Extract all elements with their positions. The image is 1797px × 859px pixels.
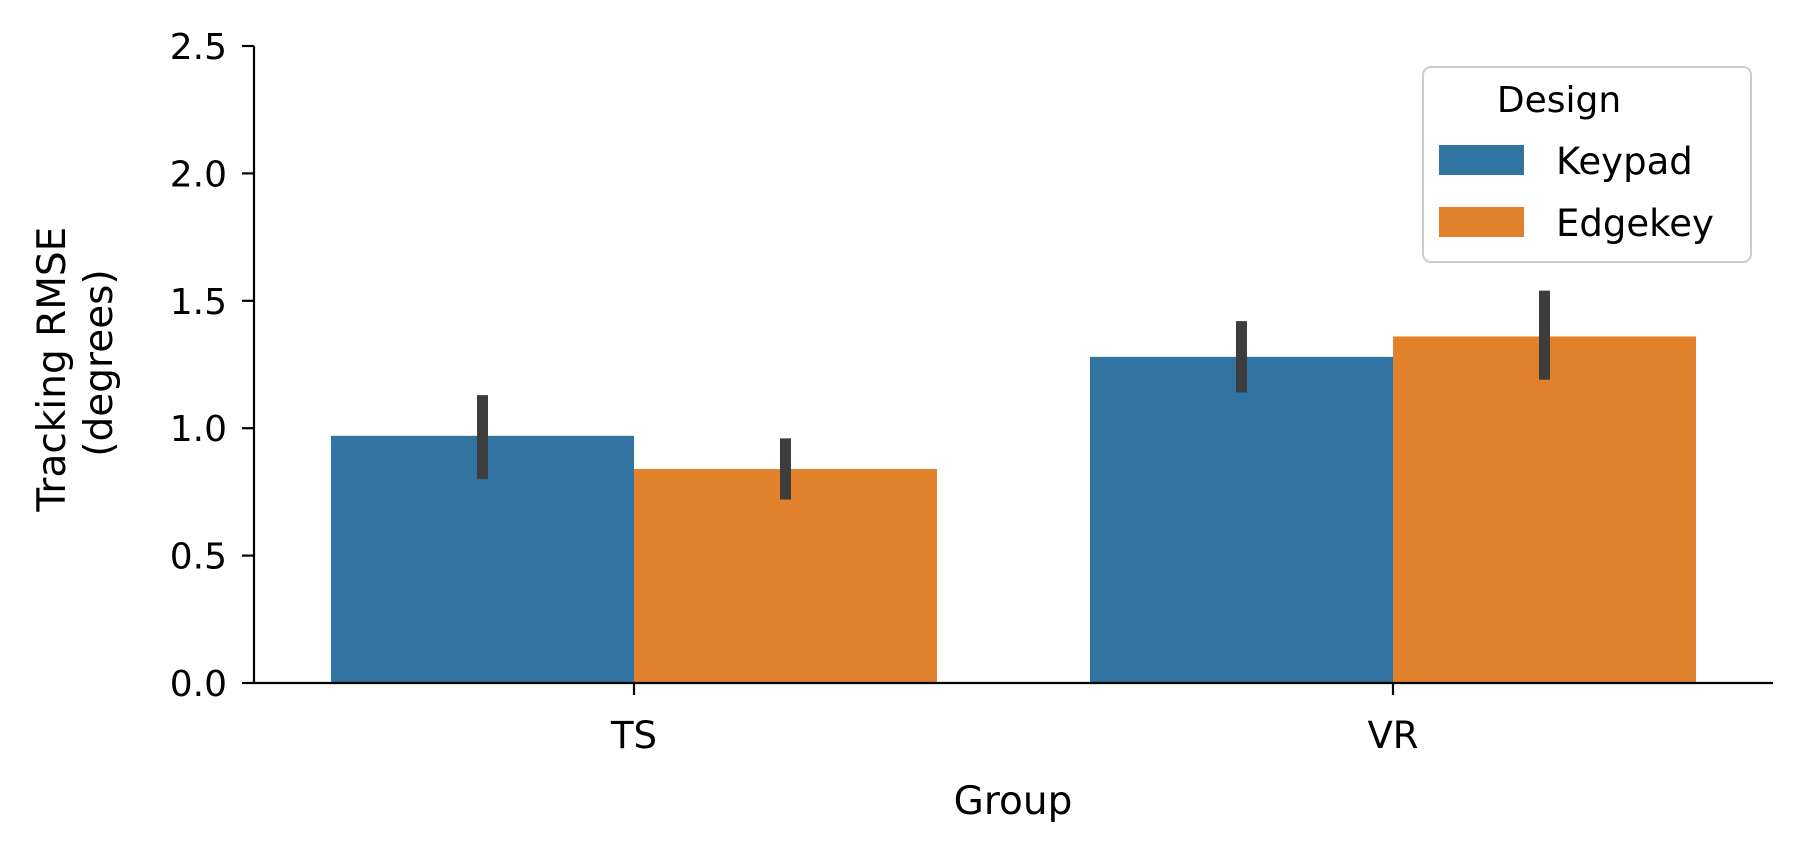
y-tick-label: 1.0	[170, 409, 227, 450]
y-tick-label: 0.5	[170, 537, 227, 578]
y-ticks-layer: 0.0 0.5 1.0 1.5 2.0 2.5	[170, 27, 254, 705]
y-axis-label-line-2: (degrees)	[77, 269, 122, 456]
y-tick-label: 0.0	[170, 664, 227, 705]
x-ticks-layer: TS VR	[610, 683, 1419, 757]
errorbars-layer	[477, 290, 1550, 500]
bars-layer	[331, 336, 1696, 683]
legend: Design Keypad Edgekey	[1422, 66, 1752, 263]
legend-swatch-edgekey	[1439, 207, 1524, 237]
x-tick-label-ts: TS	[610, 714, 657, 757]
y-tick-label: 2.5	[170, 27, 227, 68]
legend-swatch-keypad	[1439, 145, 1524, 175]
axes-layer	[252, 46, 1773, 685]
y-axis-label: Tracking RMSE (degrees)	[30, 214, 122, 512]
legend-title: Design	[1497, 80, 1621, 121]
y-tick-label: 2.0	[170, 154, 227, 195]
legend-label-edgekey: Edgekey	[1556, 202, 1714, 245]
bar-ts-edgekey	[634, 468, 937, 683]
x-tick-label-vr: VR	[1367, 714, 1418, 757]
bar-vr-edgekey	[1393, 336, 1696, 683]
y-tick-label: 1.5	[170, 282, 227, 323]
x-axis-label: Group	[954, 779, 1073, 824]
bar-vr-keypad	[1090, 356, 1393, 683]
legend-label-keypad: Keypad	[1556, 140, 1693, 183]
y-axis-label-line-1: Tracking RMSE	[30, 227, 75, 513]
